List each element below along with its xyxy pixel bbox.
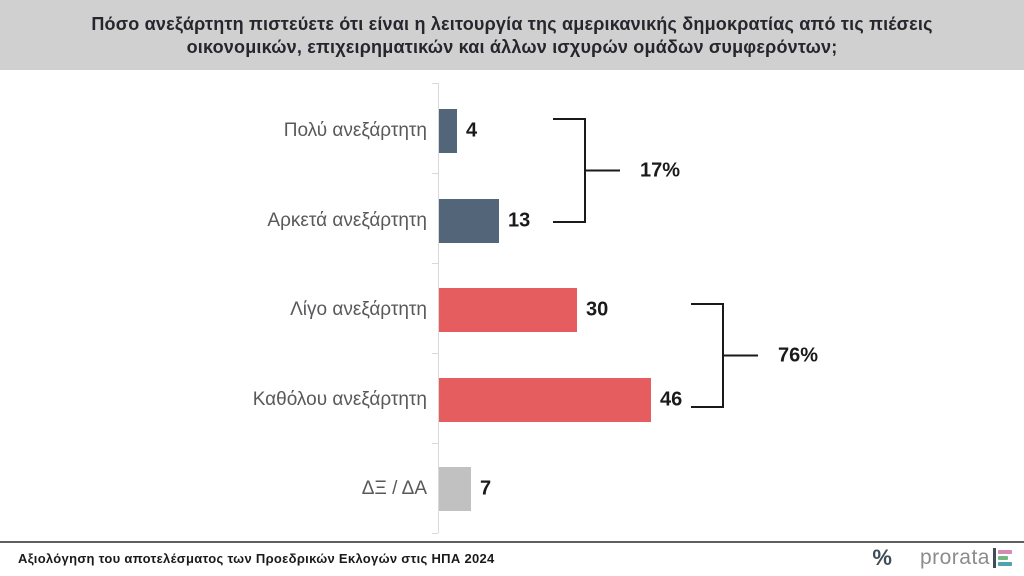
- axis-tick: [432, 173, 438, 174]
- category-label: ΔΞ / ΔΑ: [361, 478, 427, 499]
- category-label: Αρκετά ανεξάρτητη: [267, 210, 427, 231]
- chart-title-line-2: οικονομικών, επιχειρηματικών και άλλων ι…: [186, 37, 838, 57]
- logo-bar-stack: [998, 550, 1012, 566]
- bar: [439, 467, 471, 511]
- logo-bar-teal: [998, 562, 1012, 566]
- footer-divider: [0, 541, 1024, 543]
- bracket-percentage-label: 17%: [640, 159, 681, 181]
- bar-value-label: 30: [586, 298, 609, 321]
- bracket-percentage-label: 76%: [778, 344, 819, 366]
- category-label: Πολύ ανεξάρτητη: [283, 120, 427, 141]
- axis-tick: [432, 533, 438, 534]
- category-label: Καθόλου ανεξάρτητη: [252, 389, 427, 410]
- logo-vertical-bar: [993, 548, 996, 568]
- axis-tick: [432, 443, 438, 444]
- prorata-brand: % prorata: [872, 544, 1012, 572]
- bar-value-label: 46: [660, 388, 683, 411]
- bracket-line: [553, 118, 620, 223]
- source-note: Αξιολόγηση του αποτελέσματος των Προεδρι…: [18, 551, 495, 566]
- prorata-logo-icon: [993, 548, 1012, 568]
- chart-title-line-1: Πόσο ανεξάρτητη πιστεύετε ότι είναι η λε…: [91, 14, 933, 34]
- bar: [439, 288, 577, 332]
- bar: [439, 199, 499, 243]
- chart-title-banner: Πόσο ανεξάρτητη πιστεύετε ότι είναι η λε…: [0, 0, 1024, 70]
- axis-tick: [432, 263, 438, 264]
- bar-value-label: 7: [480, 477, 492, 500]
- axis-tick: [432, 83, 438, 84]
- prorata-wordmark: prorata: [919, 546, 990, 569]
- category-label: Λίγο ανεξάρτητη: [290, 299, 427, 320]
- logo-bar-green: [998, 556, 1008, 560]
- percent-icon: %: [872, 545, 892, 570]
- bracket-line: [691, 303, 758, 408]
- logo-bar-pink: [998, 550, 1012, 554]
- bar-value-label: 13: [508, 209, 531, 232]
- bar: [439, 109, 457, 153]
- bar: [439, 378, 651, 422]
- axis-tick: [432, 353, 438, 354]
- y-axis-line: [438, 83, 439, 533]
- bar-value-label: 4: [466, 119, 478, 142]
